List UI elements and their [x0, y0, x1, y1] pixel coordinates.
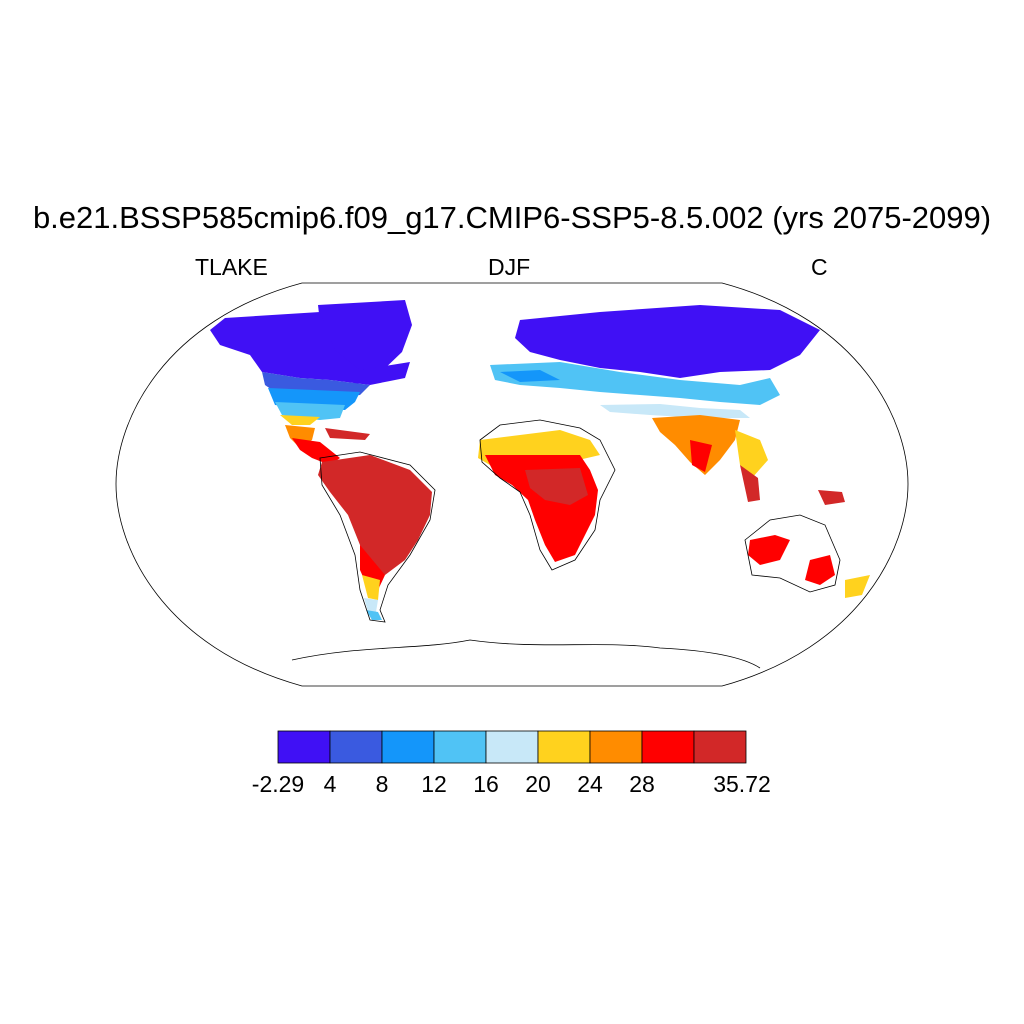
colorbar-bin	[329, 730, 383, 764]
variable-label: TLAKE	[195, 254, 268, 280]
africa-region	[478, 430, 600, 562]
south-asia-region	[652, 415, 768, 502]
colorbar-tick-label: -2.29	[251, 771, 305, 797]
colorbar-bin	[693, 730, 747, 764]
coastlines	[291, 419, 841, 669]
colorbar-bin	[641, 730, 695, 764]
colorbar-tick-label: 8	[375, 771, 389, 797]
map-frame	[115, 282, 909, 687]
colorbar-bin	[537, 730, 591, 764]
colorbar-tick-label: 12	[421, 771, 447, 797]
units-label: C	[811, 254, 828, 280]
colorbar-bin	[433, 730, 487, 764]
season-label: DJF	[488, 254, 531, 280]
colorbar-tick-label: 35.72	[713, 771, 771, 797]
colorbar-bin	[277, 730, 331, 764]
colorbar-bin	[485, 730, 539, 764]
colorbar-bin	[381, 730, 435, 764]
colorbar-tick-label: 28	[629, 771, 655, 797]
eurasia-region	[490, 305, 820, 418]
colorbar-tick-label: 24	[577, 771, 603, 797]
map-title: b.e21.BSSP585cmip6.f09_g17.CMIP6-SSP5-8.…	[32, 200, 992, 235]
australia-region	[748, 490, 870, 598]
colorbar-bin	[589, 730, 643, 764]
north-america-region	[210, 312, 410, 465]
colorbar-tick-label: 4	[323, 771, 337, 797]
south-america-region	[318, 455, 432, 620]
colorbar-tick-label: 20	[525, 771, 551, 797]
colorbar-tick-label: 16	[473, 771, 499, 797]
